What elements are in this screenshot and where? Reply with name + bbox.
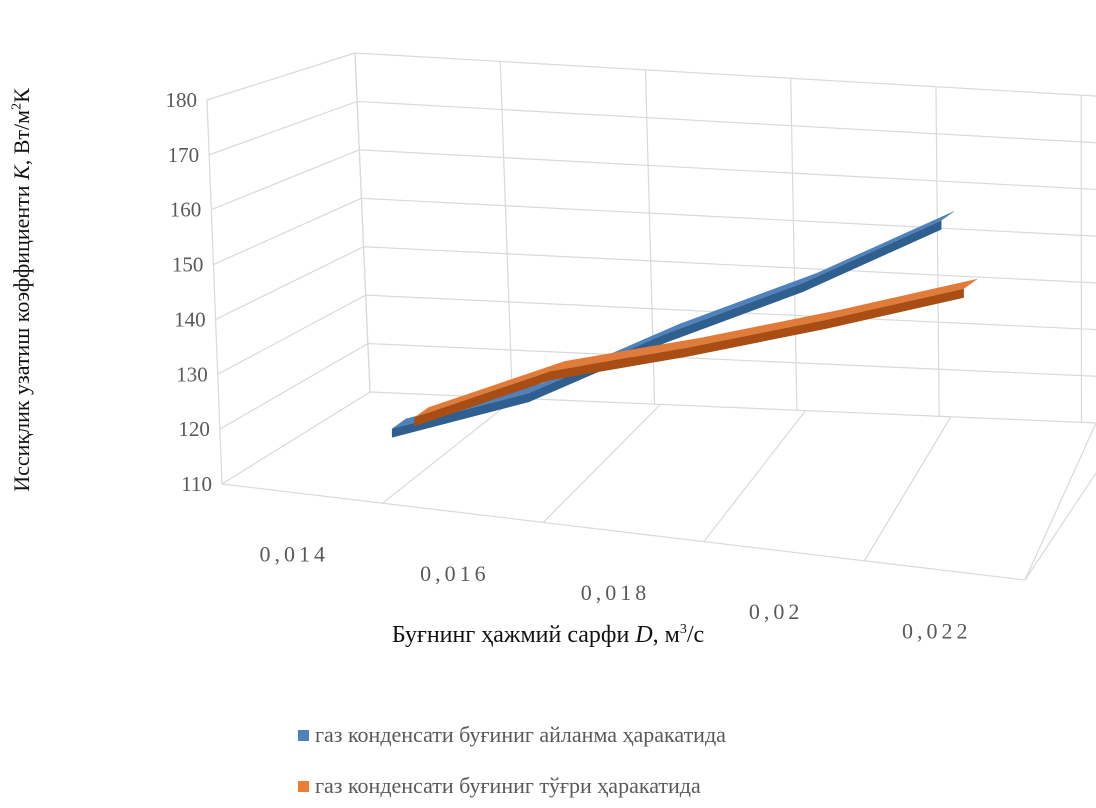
y-gridline	[211, 149, 1096, 211]
x-gridline-wall	[790, 78, 798, 411]
legend-label-series-2: газ конденсати буғиниг тўғри ҳаракатида	[315, 773, 701, 798]
y-tick-label: 130	[176, 362, 208, 386]
legend-swatch-series-2	[298, 781, 309, 792]
chart-gridlines	[206, 52, 1096, 581]
legend-item-series-2: газ конденсати буғиниг тўғри ҳаракатида	[298, 773, 701, 799]
x-gridline-wall	[499, 61, 513, 399]
back-wall-edge	[354, 52, 371, 393]
legend-swatch-series-1	[298, 730, 309, 741]
series-2-top-face	[414, 278, 978, 418]
legend-label-series-1: газ конденсати буғиниг айланма ҳаракатид…	[315, 722, 726, 747]
y-axis-label: Иссиқлик узатиш коэффициенти K, Вт/м2К	[9, 88, 34, 492]
floor-gridline	[703, 410, 807, 542]
x-axis-ticks: 0,014 0,016 0,018 0,02 0,022	[260, 542, 972, 644]
floor-gridline	[542, 403, 661, 523]
x-tick-label: 0,018	[581, 580, 651, 605]
y-tick-label: 140	[174, 307, 206, 331]
y-axis-ticks: 110 120 130 140 150 160 170 180	[166, 88, 213, 496]
y-gridline	[208, 100, 1096, 156]
series-1-ribbon	[391, 220, 942, 438]
floor-gridline	[863, 416, 952, 562]
chart-series	[391, 210, 978, 438]
side-wall-edge	[206, 99, 223, 485]
x-tick-label: 0,016	[420, 561, 490, 586]
x-gridline-wall	[935, 86, 940, 417]
x-tick-label: 0,022	[902, 618, 972, 643]
floor-gridline	[1024, 422, 1096, 581]
floor-front-edge	[221, 483, 1026, 581]
x-axis-label: Буғнинг ҳажмий сарфи D, м3/с	[391, 622, 705, 648]
x-tick-label: 0,02	[749, 599, 804, 624]
y-gridline	[213, 197, 1096, 266]
y-tick-label: 150	[172, 253, 204, 277]
y-gridline	[206, 52, 1096, 101]
x-tick-label: 0,014	[260, 542, 330, 567]
floor-right-edge	[1024, 472, 1096, 581]
y-tick-label: 120	[178, 417, 210, 441]
legend-item-series-1: газ конденсати буғиниг айланма ҳаракатид…	[298, 722, 726, 748]
y-tick-label: 170	[168, 143, 200, 167]
floor-gridline	[382, 397, 516, 504]
y-tick-label: 180	[166, 88, 198, 112]
y-tick-label: 160	[170, 198, 202, 222]
y-tick-label: 110	[181, 472, 212, 496]
series-2-ribbon	[414, 288, 964, 427]
